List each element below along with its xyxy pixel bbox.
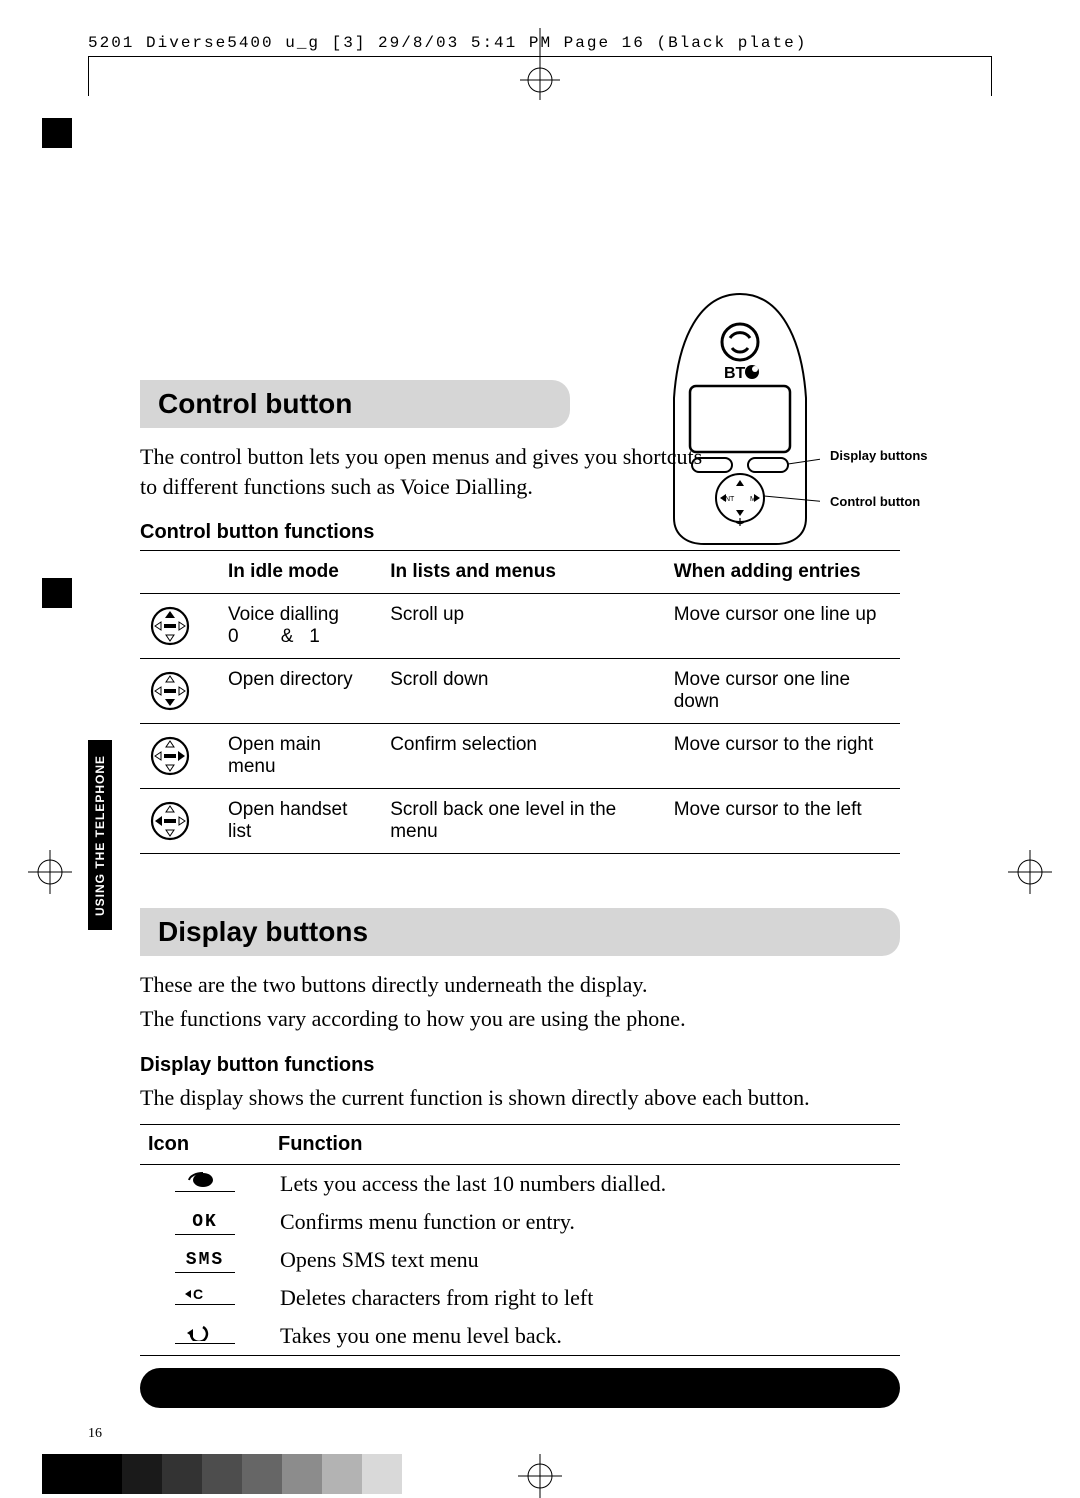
registration-target-right <box>1008 850 1052 894</box>
redial-fn: Lets you access the last 10 numbers dial… <box>270 1165 900 1204</box>
ctrl-left-idle: Open handset list <box>220 789 382 854</box>
reg-swatch <box>162 1454 202 1494</box>
display-intro-2: The functions vary according to how you … <box>140 1004 900 1034</box>
reg-swatch <box>242 1454 282 1494</box>
svg-text:C: C <box>193 1286 203 1302</box>
display-table: Icon Function Lets you access the last 1… <box>140 1124 900 1356</box>
dpad-up-icon <box>140 594 220 659</box>
control-row-up: Voice dialling 0 & 1 Scroll up Move curs… <box>140 594 900 659</box>
page-number: 16 <box>88 1426 102 1442</box>
display-row-sms: SMS Opens SMS text menu <box>140 1241 900 1279</box>
side-tab-section: USING THE TELEPHONE <box>88 740 112 930</box>
black-square-marker-1 <box>42 118 72 148</box>
ctrl-up-idle: Voice dialling 0 & 1 <box>220 594 382 659</box>
ctrl-right-lists: Confirm selection <box>382 724 665 789</box>
control-table: In idle mode In lists and menus When add… <box>140 550 900 854</box>
disp-col-fn: Function <box>270 1125 900 1165</box>
display-subhead: Display button functions <box>140 1054 900 1077</box>
page-content: Control button The control button lets y… <box>140 380 900 1356</box>
display-row-ok: OK Confirms menu function or entry. <box>140 1203 900 1241</box>
control-row-left: Open handset list Scroll back one level … <box>140 789 900 854</box>
registration-target-top <box>520 60 560 100</box>
section-title-control: Control button <box>140 380 570 428</box>
ctrl-down-lists: Scroll down <box>382 659 665 724</box>
registration-target-bottom <box>518 1454 562 1498</box>
ctrl-left-add: Move cursor to the left <box>666 789 900 854</box>
ctrl-down-idle: Open directory <box>220 659 382 724</box>
ctrl-col-idle: In idle mode <box>220 551 382 594</box>
dpad-left-icon <box>140 789 220 854</box>
control-intro: The control button lets you open menus a… <box>140 442 720 501</box>
back-icon <box>140 1317 270 1356</box>
registration-grey-strip <box>42 1454 402 1494</box>
ctrl-down-add: Move cursor one line down <box>666 659 900 724</box>
ctrl-col-add: When adding entries <box>666 551 900 594</box>
ctrl-up-add: Move cursor one line up <box>666 594 900 659</box>
ctrl-left-lists: Scroll back one level in the menu <box>382 789 665 854</box>
display-intro-3: The display shows the current function i… <box>140 1083 900 1113</box>
sms-icon: SMS <box>140 1241 270 1279</box>
sms-fn: Opens SMS text menu <box>270 1241 900 1279</box>
reg-swatch <box>122 1454 162 1494</box>
ctrl-right-idle: Open main menu <box>220 724 382 789</box>
delete-icon: C <box>140 1279 270 1317</box>
dpad-down-icon <box>140 659 220 724</box>
control-row-down: Open directory Scroll down Move cursor o… <box>140 659 900 724</box>
footer-black-bar <box>140 1368 900 1408</box>
reg-swatch <box>42 1454 82 1494</box>
ok-icon: OK <box>140 1203 270 1241</box>
ctrl-col-lists: In lists and menus <box>382 551 665 594</box>
display-row-redial: Lets you access the last 10 numbers dial… <box>140 1165 900 1204</box>
redial-icon <box>140 1165 270 1204</box>
ctrl-up-lists: Scroll up <box>382 594 665 659</box>
registration-target-left <box>28 850 72 894</box>
reg-swatch <box>282 1454 322 1494</box>
reg-swatch <box>202 1454 242 1494</box>
black-square-marker-2 <box>42 578 72 608</box>
delete-fn: Deletes characters from right to left <box>270 1279 900 1317</box>
disp-col-icon: Icon <box>140 1125 270 1165</box>
display-row-back: Takes you one menu level back. <box>140 1317 900 1356</box>
display-table-header: Icon Function <box>140 1125 900 1165</box>
display-intro-1: These are the two buttons directly under… <box>140 970 900 1000</box>
ok-fn: Confirms menu function or entry. <box>270 1203 900 1241</box>
control-subhead: Control button functions <box>140 521 900 544</box>
ctrl-right-add: Move cursor to the right <box>666 724 900 789</box>
reg-swatch <box>322 1454 362 1494</box>
dpad-right-icon <box>140 724 220 789</box>
section-title-display: Display buttons <box>140 908 900 956</box>
back-fn: Takes you one menu level back. <box>270 1317 900 1356</box>
crop-rule-top-left <box>88 56 89 96</box>
display-row-delete: C Deletes characters from right to left <box>140 1279 900 1317</box>
control-table-header: In idle mode In lists and menus When add… <box>140 551 900 594</box>
reg-swatch <box>82 1454 122 1494</box>
control-row-right: Open main menu Confirm selection Move cu… <box>140 724 900 789</box>
crop-rule-top-right <box>991 56 992 96</box>
reg-swatch <box>362 1454 402 1494</box>
